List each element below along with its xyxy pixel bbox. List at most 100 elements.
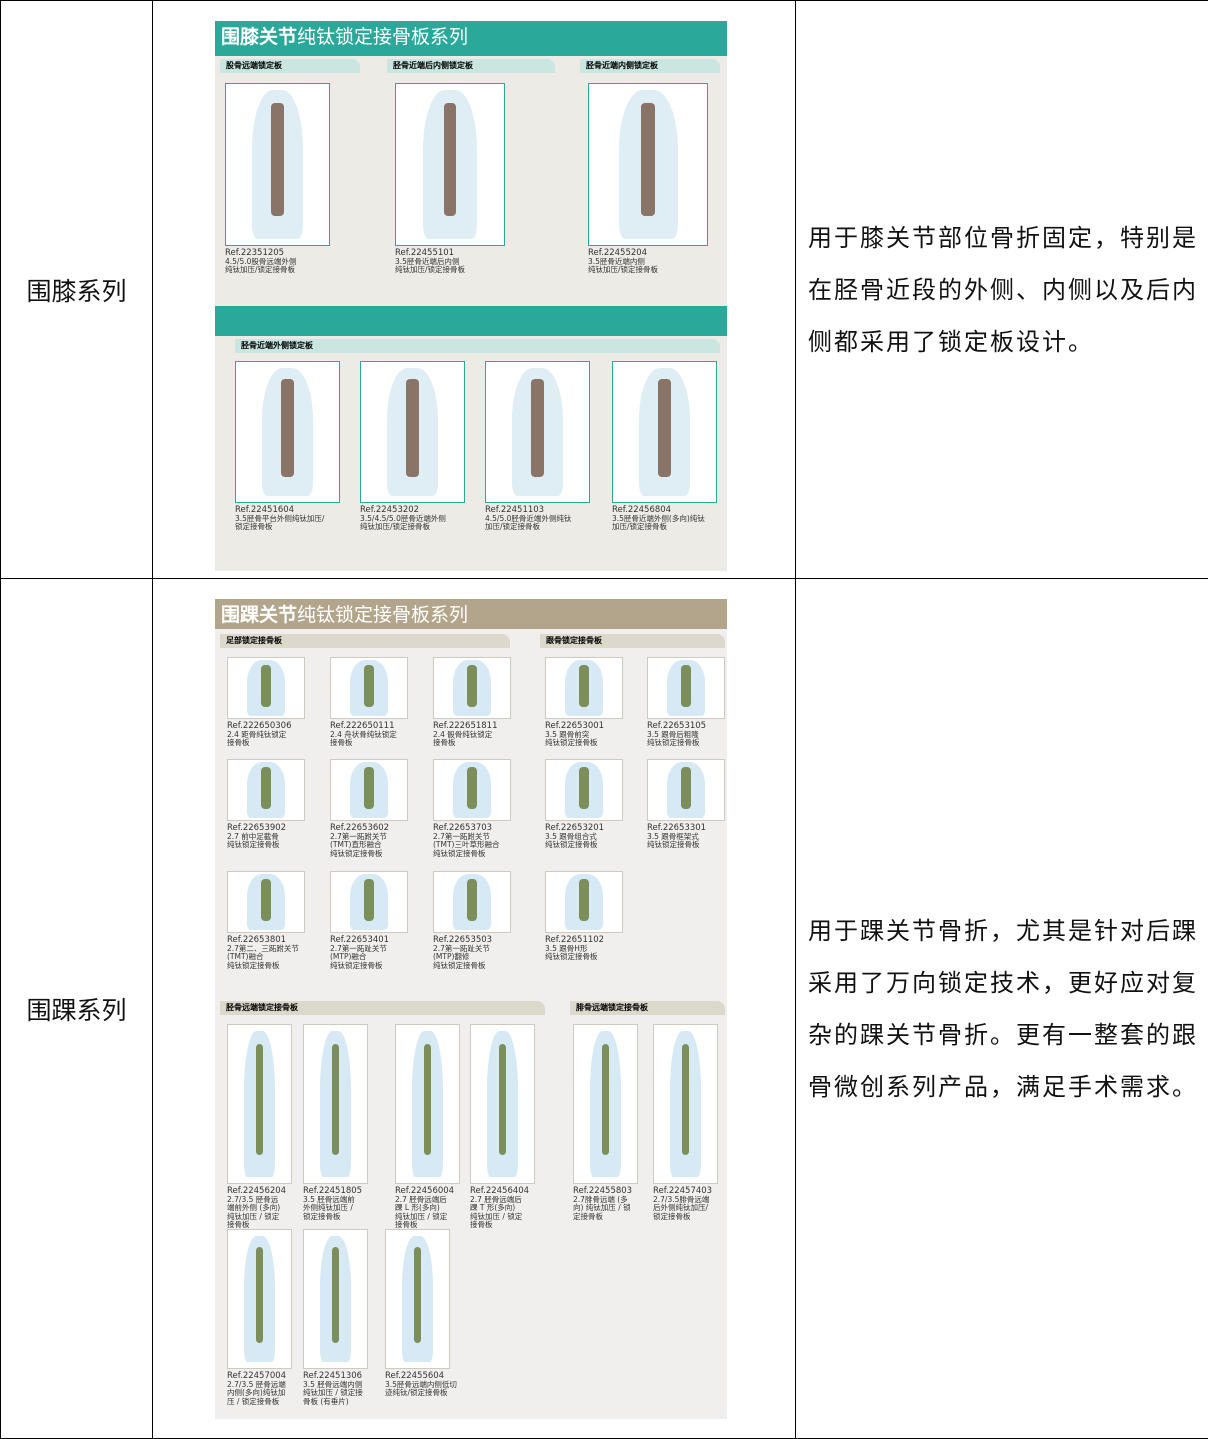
- product-desc: 纯钛锁定接骨板: [647, 739, 706, 748]
- product-image: [545, 657, 623, 719]
- product-image: [360, 361, 465, 503]
- product-image: [385, 1229, 450, 1369]
- product-desc: 纯钛锁定接骨板: [545, 739, 604, 748]
- plate: [602, 1044, 610, 1155]
- section-title: 胫骨近端后内侧锁定板: [387, 59, 555, 73]
- product-image: [227, 1024, 292, 1184]
- plate: [364, 879, 373, 921]
- section-title: 足部锁定接骨板: [220, 634, 510, 648]
- plate: [467, 879, 476, 921]
- product-image: [227, 759, 305, 821]
- product-image: [485, 361, 590, 503]
- product-image: [303, 1229, 368, 1369]
- product-desc: 纯钛锁定接骨板: [545, 953, 604, 962]
- series-label: 围膝系列: [1, 1, 153, 579]
- plate: [579, 879, 588, 921]
- product-image: [653, 1024, 718, 1184]
- product-desc: 纯钛锁定接骨板: [227, 841, 286, 850]
- catalog-title-bold: 围膝关节: [221, 26, 297, 48]
- description: 用于踝关节骨折，尤其是针对后踝采用了万向锁定技术，更好应对复杂的踝关节骨折。更有…: [796, 579, 1208, 1439]
- section-title: 跟骨锁定接骨板: [540, 634, 725, 648]
- product-desc: 纯钛加压/锁定接骨板: [225, 266, 296, 275]
- section-title: 股骨远端锁定板: [220, 59, 360, 73]
- product-desc: 纯钛锁定接骨板: [647, 841, 706, 850]
- section-title: 胫骨近端内侧锁定板: [580, 59, 720, 73]
- catalog-title-bold: 围踝关节: [221, 604, 297, 626]
- plate: [332, 1247, 340, 1344]
- product-desc: 纯钛锁定接骨板: [330, 850, 389, 859]
- product-desc: 纯钛锁定接骨板: [545, 841, 604, 850]
- product-image: [433, 657, 511, 719]
- product-desc: 锁定接骨板: [235, 523, 324, 532]
- product-desc: 骨板 (有垂片): [303, 1398, 363, 1407]
- product-image: [647, 759, 725, 821]
- product-desc: 锁定接骨板: [303, 1213, 362, 1222]
- plate: [531, 379, 543, 477]
- plate: [467, 767, 476, 809]
- plate: [444, 103, 457, 216]
- plate: [256, 1044, 264, 1155]
- catalog-header: 围膝关节纯钛锁定接骨板系列: [215, 21, 727, 56]
- product-desc: 纯钛加压/锁定接骨板: [395, 266, 465, 275]
- product-image: [330, 759, 408, 821]
- product-image: [330, 657, 408, 719]
- plate: [261, 665, 270, 707]
- plate: [332, 1044, 340, 1155]
- catalog-title-light: 纯钛锁定接骨板系列: [297, 604, 468, 626]
- product-image: [395, 83, 505, 246]
- product-desc: 压 / 锁定接骨板: [227, 1398, 286, 1407]
- product-desc: 纯钛锁定接骨板: [433, 850, 500, 859]
- plate: [281, 379, 293, 477]
- product-image: [303, 1024, 368, 1184]
- description: 用于膝关节部位骨折固定，特别是在胫骨近段的外侧、内侧以及后内侧都采用了锁定板设计…: [796, 1, 1208, 579]
- product-image: [612, 361, 717, 503]
- product-image: [433, 871, 511, 933]
- product-desc: 加压/锁定接骨板: [485, 523, 571, 532]
- product-desc: 加压/锁定接骨板: [612, 523, 705, 532]
- product-desc: 迹纯钛/锁定接骨板: [385, 1389, 457, 1398]
- product-image: [573, 1024, 638, 1184]
- teal-band: [215, 306, 727, 336]
- product-desc: 纯钛锁定接骨板: [227, 962, 299, 971]
- product-image: [545, 759, 623, 821]
- product-desc: 接骨板: [330, 739, 397, 748]
- plate: [641, 103, 655, 216]
- product-image: [227, 871, 305, 933]
- section-title: 胫骨远端锁定接骨板: [220, 1001, 545, 1015]
- product-image: [470, 1024, 535, 1184]
- plate: [682, 1044, 690, 1155]
- product-image: [235, 361, 340, 503]
- product-image: [588, 83, 708, 246]
- product-desc: 接骨板: [433, 739, 498, 748]
- product-desc: 锁定接骨板: [653, 1213, 712, 1222]
- product-desc: 纯钛加压/锁定接骨板: [360, 523, 446, 532]
- catalog-header: 围踝关节纯钛锁定接骨板系列: [215, 599, 727, 629]
